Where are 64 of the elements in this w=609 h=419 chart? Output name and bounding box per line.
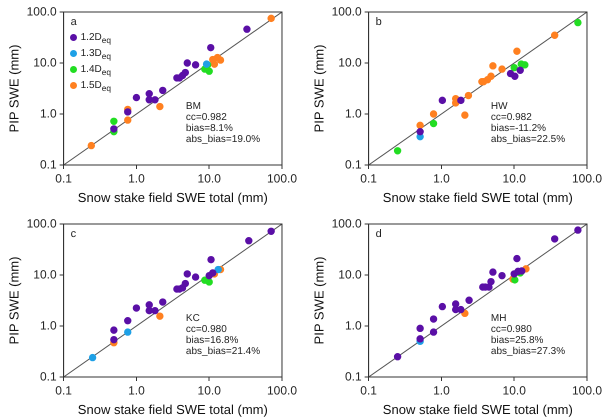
y-tick-label: 0.1	[344, 369, 362, 384]
annotation: abs_bias=19.0%	[186, 134, 260, 145]
annotation: cc=0.982	[490, 112, 532, 123]
legend-label: 1.2D$_{eq}$	[80, 32, 112, 45]
y-tick-label: 0.1	[40, 369, 57, 384]
x-axis-title: Snow stake field SWE total (mm)	[78, 190, 268, 205]
annotation: KC	[186, 312, 200, 324]
annotation: d	[376, 228, 382, 240]
legend-label: 1.3D$_{eq}$	[80, 48, 112, 61]
y-tick-label: 1.0	[40, 318, 57, 332]
x-tick-label: 100.0	[266, 172, 298, 186]
x-tick-label: 10.0	[502, 384, 526, 398]
x-tick-label: 10.0	[198, 384, 222, 398]
y-tick-label: 1.0	[40, 106, 57, 120]
annotation: abs_bias=21.4%	[186, 346, 260, 357]
y-tick-label: 0.1	[40, 157, 57, 172]
annotation: BM	[186, 100, 201, 112]
annotation: cc=0.980	[490, 324, 532, 335]
annotation: MH	[490, 312, 506, 324]
y-tick-label: 10.0	[338, 55, 362, 70]
y-tick-label: 100.0	[332, 4, 362, 18]
annotation: bias=8.1%	[186, 122, 233, 134]
x-tick-label: 0.1	[360, 172, 378, 186]
x-tick-label: 1.0	[128, 384, 146, 398]
x-tick-label: 1.0	[128, 172, 146, 186]
x-tick-label: 10.0	[502, 172, 526, 186]
annotation: abs_bias=22.5%	[490, 134, 566, 145]
y-tick-label: 10.0	[33, 55, 57, 70]
y-axis-title: PIP SWE (mm)	[311, 44, 326, 132]
y-tick-label: 100.0	[26, 4, 57, 18]
x-axis-title: Snow stake field SWE total (mm)	[382, 190, 573, 205]
annotation: a	[70, 16, 77, 28]
annotation: bias=16.8%	[186, 334, 238, 346]
x-axis-title: Snow stake field SWE total (mm)	[78, 402, 268, 417]
y-axis-title: PIP SWE (mm)	[6, 256, 22, 344]
y-tick-label: 100.0	[26, 216, 57, 230]
annotation: abs_bias=27.3%	[490, 346, 566, 357]
y-tick-label: 0.1	[344, 157, 362, 172]
x-tick-label: 0.1	[55, 172, 72, 186]
x-tick-label: 100.0	[266, 384, 298, 398]
annotation: bias=25.8%	[490, 334, 544, 346]
legend-label: 1.5D$_{eq}$	[80, 80, 112, 93]
y-axis-title: PIP SWE (mm)	[6, 44, 22, 132]
x-tick-label: 10.0	[198, 172, 222, 186]
y-tick-label: 10.0	[338, 267, 362, 282]
annotation: c	[70, 228, 76, 240]
annotation: cc=0.980	[186, 324, 227, 335]
x-tick-label: 100.0	[572, 172, 602, 186]
x-tick-label: 100.0	[572, 384, 602, 398]
annotation: bias=-11.2%	[490, 122, 546, 134]
annotation: b	[376, 16, 382, 28]
x-tick-label: 0.1	[55, 384, 72, 398]
annotation: cc=0.982	[186, 112, 227, 123]
x-axis-title: Snow stake field SWE total (mm)	[382, 402, 573, 417]
x-tick-label: 1.0	[433, 172, 450, 186]
x-tick-label: 0.1	[360, 384, 378, 398]
y-tick-label: 1.0	[344, 318, 362, 332]
y-axis-title: PIP SWE (mm)	[311, 256, 326, 344]
annotation: HW	[490, 100, 508, 112]
y-tick-label: 10.0	[33, 267, 57, 282]
y-tick-label: 100.0	[332, 216, 362, 230]
x-tick-label: 1.0	[433, 384, 450, 398]
legend-label: 1.4D$_{eq}$	[80, 64, 112, 77]
y-tick-label: 1.0	[344, 106, 362, 120]
